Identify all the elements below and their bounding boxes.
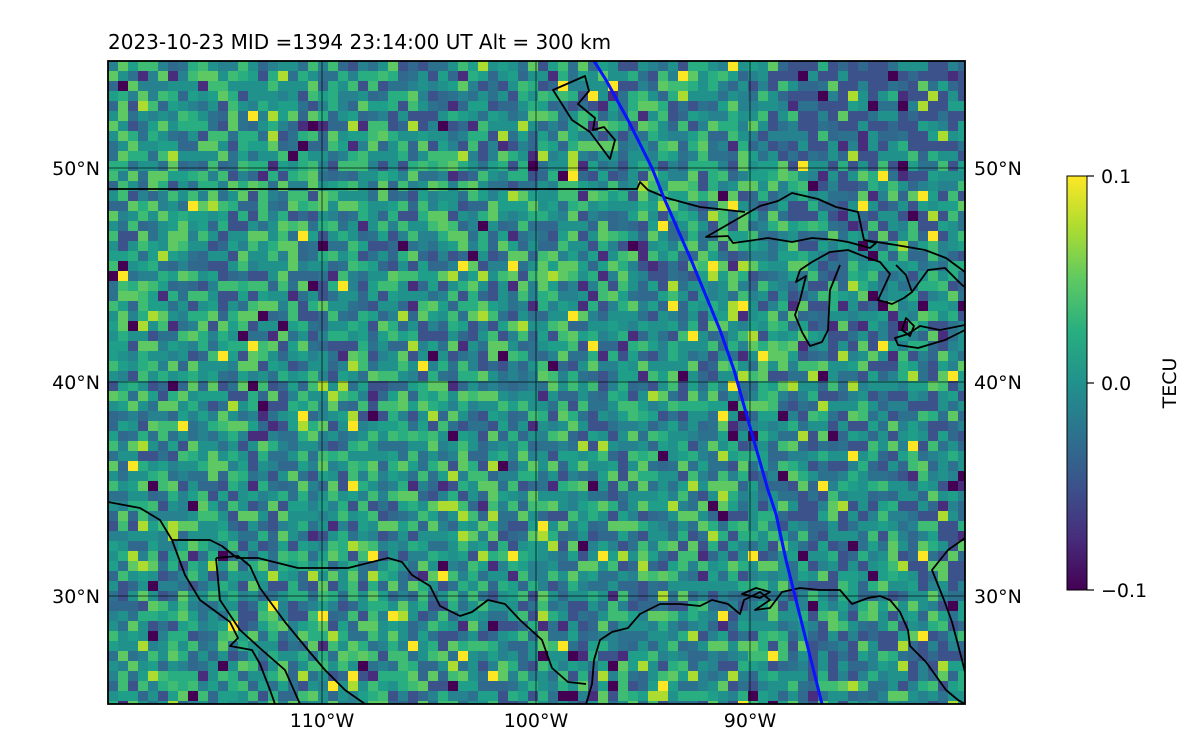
us-mexico-border (172, 539, 587, 685)
tec-heatmap (108, 61, 965, 704)
satellite-track (592, 61, 824, 704)
colorbar-tick-label: 0.1 (1101, 166, 1131, 188)
tec-map (108, 61, 965, 704)
lake-superior (705, 192, 877, 249)
saginaw-bay (901, 317, 915, 337)
coastlines (108, 75, 965, 704)
upper-peninsula-north (863, 239, 965, 273)
lat-tick-label: 40°N (974, 372, 1022, 394)
lon-tick-label: 90°W (724, 710, 777, 732)
baja-and-gulf-of-california (108, 501, 276, 704)
lon-tick-label: 110°W (290, 710, 355, 732)
lat-tick-label: 40°N (52, 372, 100, 394)
lake-huron (911, 267, 965, 293)
lat-tick-label: 50°N (974, 158, 1022, 180)
mexico-mainland-west (215, 555, 366, 704)
colorbar: 0.1 0.0 −0.1 TECU (1066, 166, 1181, 602)
colorbar-gradient (1066, 175, 1088, 591)
us-canada-border (108, 181, 746, 213)
map-title: 2023-10-23 MID =1394 23:14:00 UT Alt = 3… (108, 30, 611, 54)
gulf-coast (585, 587, 965, 704)
lake-erie-ontario (894, 324, 965, 349)
lat-tick-label: 50°N (52, 158, 100, 180)
lon-tick-label: 100°W (504, 710, 569, 732)
colorbar-tick-label: −0.1 (1101, 580, 1147, 602)
lat-tick-label: 30°N (974, 586, 1022, 608)
colorbar-tick-label: 0.0 (1101, 373, 1131, 395)
colorbar-label: TECU (1159, 358, 1181, 410)
lat-ticks-left: 50°N 40°N 30°N (52, 158, 100, 608)
lake-michigan-west-shore (794, 264, 841, 347)
lat-ticks-right: 50°N 40°N 30°N (974, 158, 1022, 608)
lat-tick-label: 30°N (52, 586, 100, 608)
mississippi-delta (741, 587, 771, 599)
map-frame (107, 60, 966, 705)
florida-atlantic-coast (931, 537, 965, 673)
lon-ticks: 110°W 100°W 90°W (290, 710, 777, 732)
baja-east (215, 557, 301, 704)
lake-of-the-woods (552, 75, 616, 160)
